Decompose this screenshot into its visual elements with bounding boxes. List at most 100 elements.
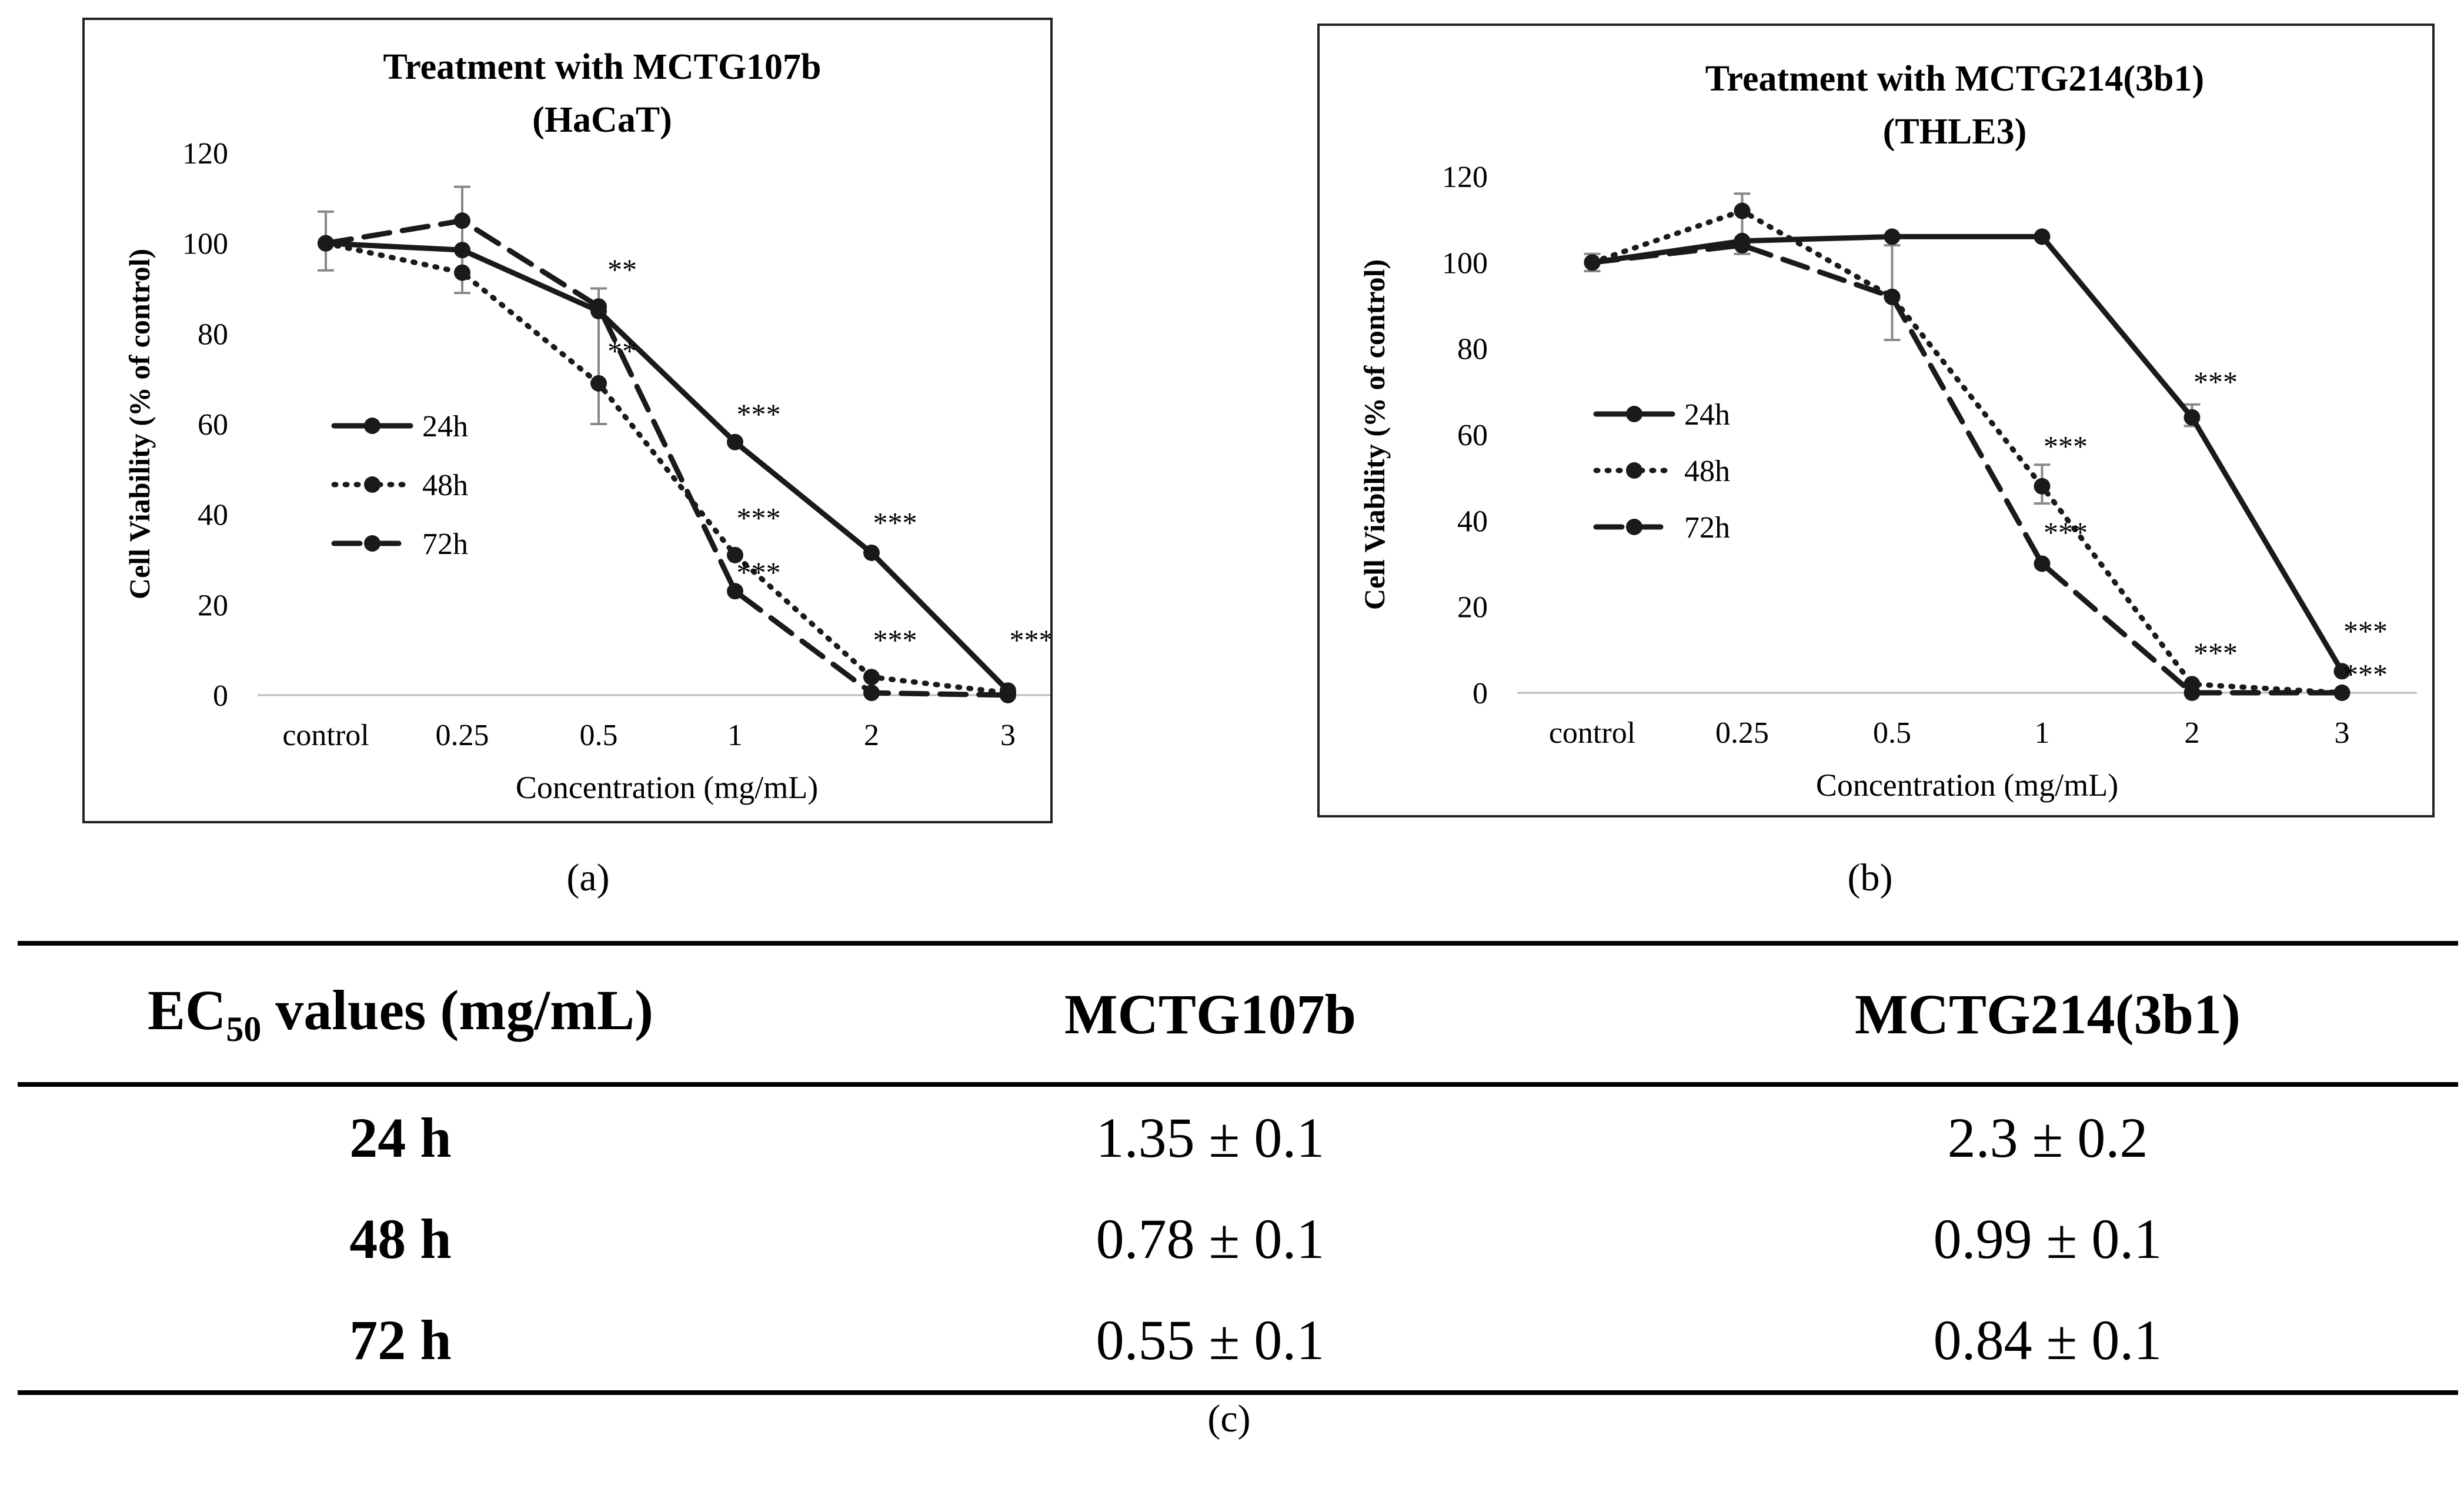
data-point-48h bbox=[2034, 478, 2051, 495]
data-point-72h bbox=[1584, 254, 1601, 271]
caption-a: (a) bbox=[566, 856, 610, 899]
data-point-48h bbox=[727, 546, 743, 563]
chart-title: Treatment with MCTG107b bbox=[383, 47, 821, 87]
x-axis-label: Concentration (mg/mL) bbox=[516, 770, 818, 805]
x-tick-label: 0.5 bbox=[1873, 716, 1911, 750]
data-point-48h bbox=[590, 375, 607, 392]
x-tick-label: 2 bbox=[864, 719, 879, 752]
x-axis-label: Concentration (mg/mL) bbox=[1816, 767, 2118, 803]
x-tick-label: 0.25 bbox=[436, 719, 489, 752]
significance-annotation: *** bbox=[2044, 516, 2088, 549]
x-tick-label: 0.25 bbox=[1715, 716, 1769, 750]
table-row: 72 h 0.55 ± 0.1 0.84 ± 0.1 bbox=[18, 1289, 2458, 1393]
x-tick-label: 1 bbox=[727, 719, 743, 752]
data-point-72h bbox=[318, 235, 334, 252]
chart-title: Treatment with MCTG214(3b1) bbox=[1705, 59, 2204, 99]
chart-panel-a: Treatment with MCTG107b (HaCaT) 0 20 40 60 80 1… bbox=[82, 18, 1053, 823]
table-cell: 0.78 ± 0.1 bbox=[1096, 1207, 1325, 1270]
series-line-24h bbox=[1590, 233, 2345, 674]
y-tick-label: 80 bbox=[1457, 333, 1488, 366]
data-point-72h bbox=[590, 298, 607, 315]
legend-marker-48h bbox=[1626, 462, 1642, 479]
series-line-72h bbox=[1590, 242, 2345, 696]
data-point-24h bbox=[863, 544, 880, 561]
table-cell: 0.99 ± 0.1 bbox=[1933, 1207, 2162, 1270]
table-cell: 2.3 ± 0.2 bbox=[1947, 1106, 2148, 1169]
x-tick-label: 2 bbox=[2185, 716, 2200, 750]
data-point-72h bbox=[2034, 555, 2051, 572]
table-cell: 0.55 ± 0.1 bbox=[1096, 1308, 1325, 1371]
data-point-24h bbox=[2034, 228, 2051, 245]
y-tick-label: 80 bbox=[198, 318, 228, 351]
table-header-ec50: EC50 values (mg/mL) bbox=[148, 979, 653, 1049]
significance-annotation: ** bbox=[607, 334, 637, 367]
data-point-24h bbox=[454, 242, 470, 259]
data-point-24h bbox=[1884, 228, 1901, 245]
y-tick-label: 60 bbox=[198, 408, 228, 442]
row-label: 24 h bbox=[349, 1106, 452, 1169]
y-tick-label: 120 bbox=[182, 137, 228, 171]
caption-c: (c) bbox=[1207, 1397, 1251, 1440]
series-line-48h bbox=[1590, 208, 2345, 696]
x-tick-label: 3 bbox=[1000, 719, 1016, 752]
data-point-72h bbox=[1734, 237, 1751, 254]
legend-marker-24h bbox=[1626, 406, 1642, 422]
significance-annotation: *** bbox=[737, 502, 781, 535]
data-point-24h bbox=[2183, 409, 2201, 426]
row-label: 72 h bbox=[349, 1308, 452, 1371]
y-tick-label: 40 bbox=[1457, 505, 1488, 538]
significance-annotation: ** bbox=[607, 253, 637, 286]
legend-label-24h: 24h bbox=[422, 410, 468, 443]
data-point-72h bbox=[2333, 685, 2351, 701]
series-line-72h bbox=[323, 218, 1011, 698]
significance-annotation: *** bbox=[737, 556, 781, 589]
y-tick-label: 20 bbox=[1457, 591, 1488, 625]
y-axis-label: Cell Viability (% of control) bbox=[123, 249, 156, 599]
chart-a-svg: Treatment with MCTG107b (HaCaT) 0 20 40 60 80 1… bbox=[123, 47, 1050, 805]
significance-annotation: *** bbox=[2044, 430, 2088, 463]
legend-label-24h: 24h bbox=[1684, 398, 1730, 432]
chart-panel-b: Treatment with MCTG214(3b1) (THLE3) 0 20 40 6… bbox=[1317, 24, 2435, 817]
data-point-24h bbox=[2333, 663, 2351, 680]
legend-marker-48h bbox=[364, 476, 380, 493]
x-tick-label: control bbox=[282, 719, 369, 752]
y-tick-label: 60 bbox=[1457, 419, 1488, 452]
x-tick-label: control bbox=[1549, 716, 1635, 750]
data-point-48h bbox=[1734, 202, 1751, 219]
y-axis-label: Cell Viability (% of control) bbox=[1358, 259, 1391, 610]
data-point-72h bbox=[727, 583, 743, 600]
table-cell: 1.35 ± 0.1 bbox=[1096, 1106, 1325, 1169]
row-label: 48 h bbox=[349, 1207, 452, 1270]
chart-b-svg: Treatment with MCTG214(3b1) (THLE3) 0 20 40 6… bbox=[1358, 59, 2417, 803]
significance-annotation: *** bbox=[873, 623, 917, 656]
x-tick-label: 3 bbox=[2335, 716, 2350, 750]
legend-label-72h: 72h bbox=[1684, 511, 1730, 545]
data-point-48h bbox=[454, 264, 470, 281]
table-header-mctg214: MCTG214(3b1) bbox=[1855, 982, 2241, 1046]
legend-label-48h: 48h bbox=[1684, 455, 1730, 488]
y-tick-label: 20 bbox=[198, 589, 228, 622]
significance-annotation: *** bbox=[2343, 615, 2388, 647]
y-tick-label: 40 bbox=[198, 499, 228, 532]
series-line-24h bbox=[323, 241, 1011, 693]
data-point-24h bbox=[727, 433, 743, 450]
legend-label-48h: 48h bbox=[422, 469, 468, 502]
x-tick-label: 0.5 bbox=[580, 719, 618, 752]
table-cell: 0.84 ± 0.1 bbox=[1933, 1308, 2162, 1371]
y-tick-label: 100 bbox=[182, 228, 228, 261]
data-point-72h bbox=[2183, 685, 2201, 701]
significance-annotation: *** bbox=[2343, 657, 2388, 690]
significance-annotation: *** bbox=[873, 506, 917, 539]
legend-marker-72h bbox=[364, 535, 380, 552]
y-tick-label: 120 bbox=[1442, 161, 1488, 194]
table-header-row: EC50 values (mg/mL) MCTG107b MCTG214(3b1… bbox=[18, 943, 2458, 1084]
legend-marker-24h bbox=[364, 418, 380, 434]
data-point-72h bbox=[1884, 288, 1901, 305]
table-header-mctg107b: MCTG107b bbox=[1064, 982, 1357, 1046]
chart-subtitle: (HaCaT) bbox=[532, 100, 672, 140]
table-row: 48 h 0.78 ± 0.1 0.99 ± 0.1 bbox=[18, 1188, 2458, 1289]
caption-b: (b) bbox=[1847, 856, 1893, 899]
chart-subtitle: (THLE3) bbox=[1883, 112, 2027, 152]
series-line-48h bbox=[323, 241, 1011, 696]
y-tick-label: 0 bbox=[1473, 677, 1488, 710]
